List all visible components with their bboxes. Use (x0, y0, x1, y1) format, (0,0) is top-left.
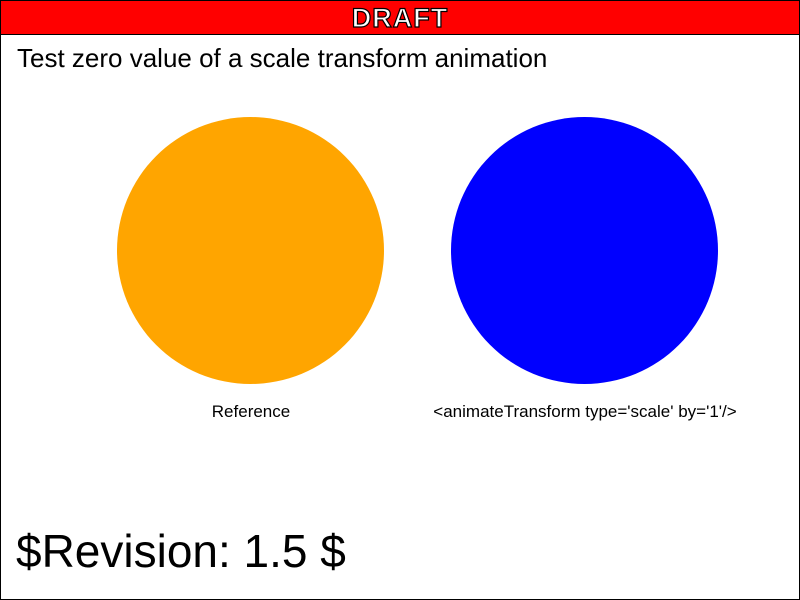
draft-label: DRAFT (351, 2, 449, 33)
page-title: Test zero value of a scale transform ani… (17, 43, 548, 73)
revision-label: $Revision: 1.5 $ (16, 525, 346, 577)
animated-caption: <animateTransform type='scale' by='1'/> (433, 402, 737, 421)
reference-circle (117, 117, 384, 384)
reference-caption: Reference (211, 402, 291, 421)
animated-circle (451, 117, 718, 384)
draft-banner: DRAFT (1, 1, 799, 35)
